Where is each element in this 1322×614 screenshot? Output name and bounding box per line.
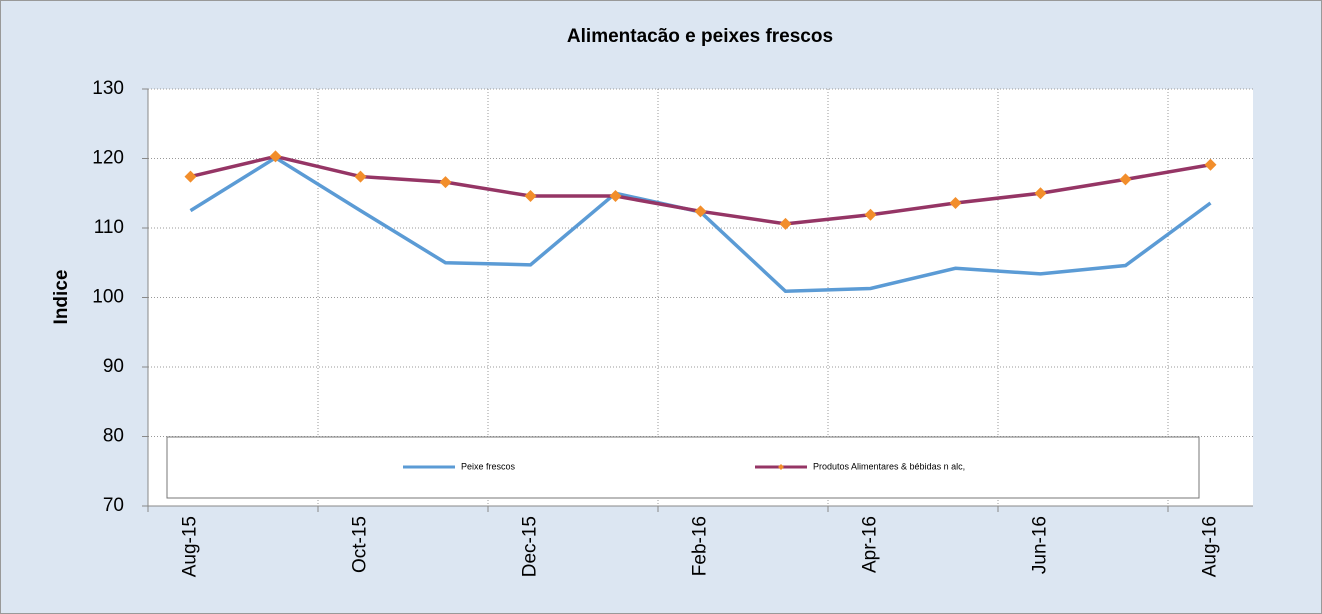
y-tick-label: 130 <box>92 78 124 99</box>
marker <box>354 170 367 183</box>
y-tick-label: 90 <box>103 356 124 377</box>
chart-title: Alimentacão e peixes frescos <box>567 26 833 47</box>
y-tick-label: 80 <box>103 426 124 447</box>
y-tick-label: 110 <box>94 217 124 238</box>
marker <box>609 190 622 203</box>
y-tick-label: 120 <box>92 148 124 169</box>
marker <box>439 176 452 189</box>
x-tick-label: Oct-15 <box>350 516 371 573</box>
marker <box>864 208 877 221</box>
marker <box>694 205 707 218</box>
x-tick-label: Aug-16 <box>1200 516 1221 577</box>
marker <box>1034 187 1047 200</box>
legend <box>166 436 1200 499</box>
marker <box>1119 173 1132 186</box>
x-tick-label: Feb-16 <box>690 516 711 576</box>
x-tick-label: Jun-16 <box>1030 516 1051 574</box>
marker <box>269 150 282 163</box>
marker <box>1204 158 1217 171</box>
x-tick-label: Dec-15 <box>520 516 541 577</box>
legend-label: Peixe frescos <box>461 461 516 471</box>
marker <box>524 190 537 203</box>
y-tick-label: 100 <box>92 287 124 308</box>
legend-label: Produtos Alimentares & bébidas n alc, <box>813 461 965 471</box>
marker <box>184 170 197 183</box>
y-axis-label: Indice <box>51 270 72 325</box>
x-tick-label: Apr-16 <box>860 516 881 573</box>
marker <box>949 196 962 209</box>
marker <box>779 217 792 230</box>
x-tick-label: Aug-15 <box>180 516 201 577</box>
legend-marker <box>778 464 784 470</box>
y-tick-label: 70 <box>103 495 124 516</box>
